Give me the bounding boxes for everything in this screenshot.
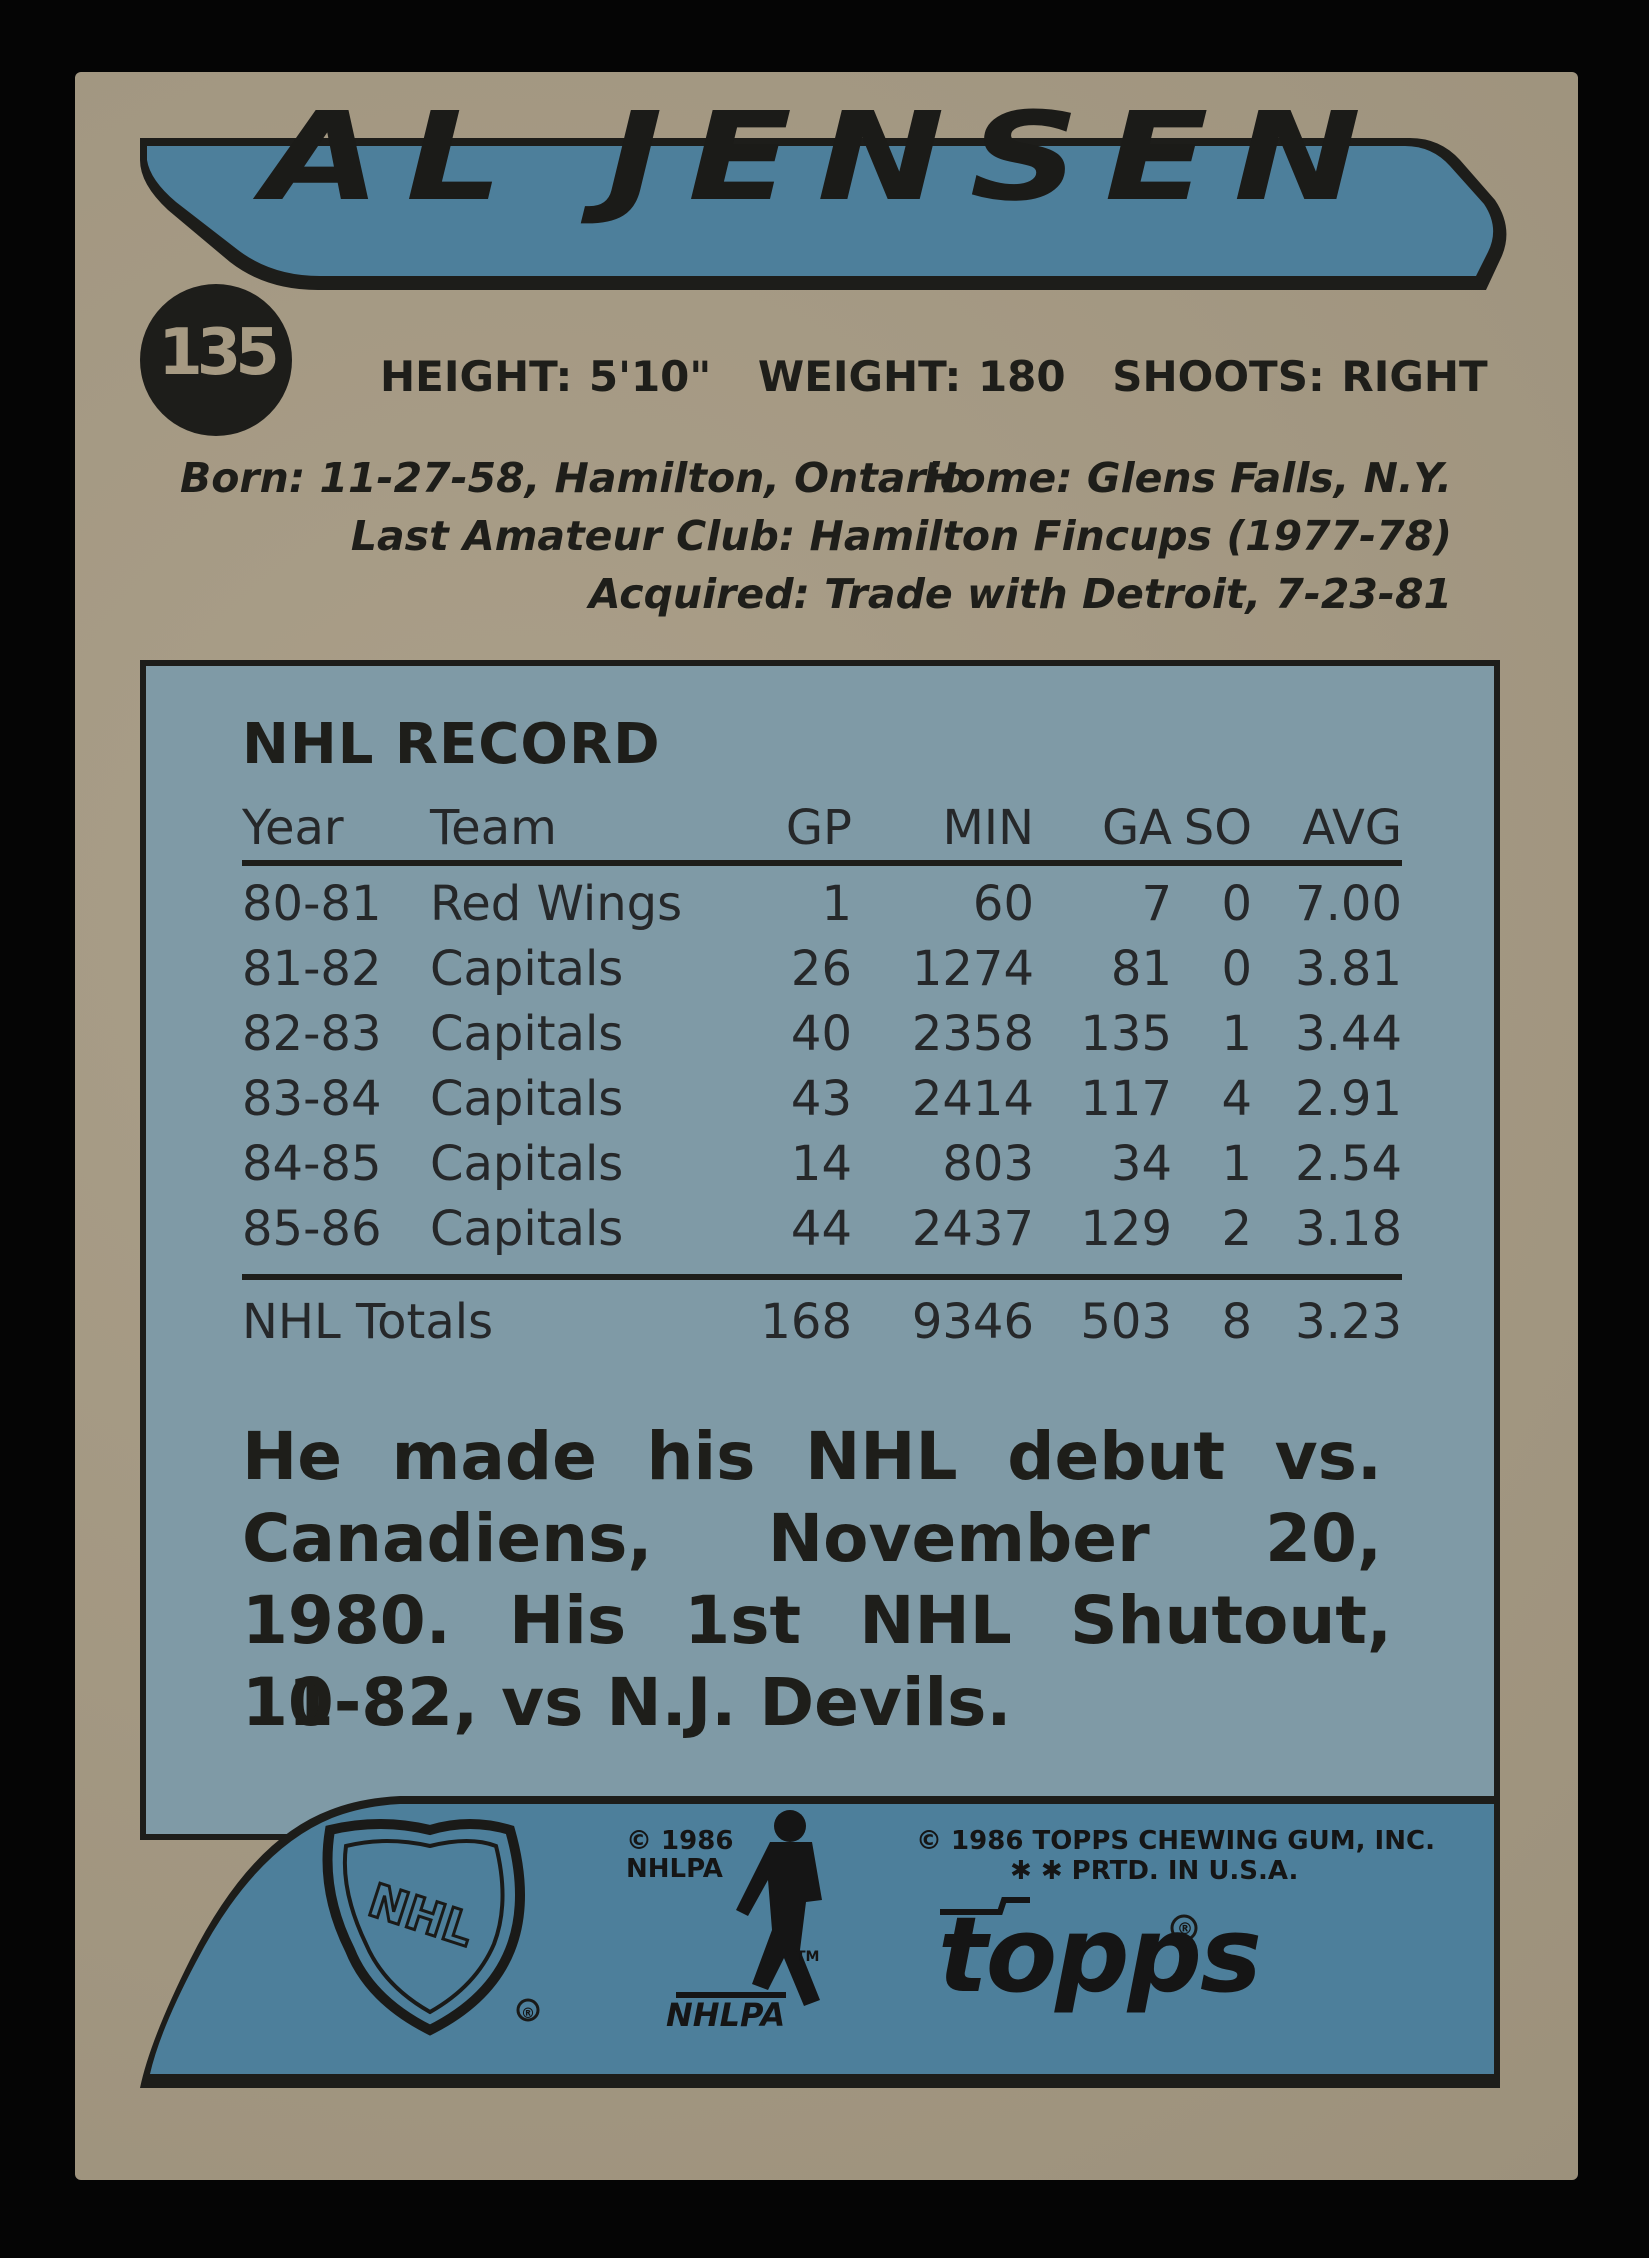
blurb-line: He made his NHL debut vs.: [242, 1418, 1382, 1495]
nhl-registered-mark: ®: [521, 2006, 535, 2022]
nhl-shield-icon: [322, 1819, 525, 2036]
weight-label: WEIGHT: 180: [757, 352, 1066, 401]
player-name: AL JENSEN: [262, 86, 1387, 228]
topps-copyright: © 1986 TOPPS CHEWING GUM, INC.: [916, 1826, 1435, 1856]
born-line: Born: 11-27-58, Hamilton, Ontario: [180, 454, 968, 502]
footer-banner: [140, 1796, 1500, 2088]
totals-rule: [242, 1274, 1402, 1280]
home-line: Home: Glens Falls, N.Y.: [923, 454, 1452, 502]
card-number-badge: [140, 284, 292, 436]
blurb-line: Canadiens, November 20,: [242, 1500, 1382, 1577]
nhlpa-wordmark: NHLPA: [666, 1996, 786, 2034]
card-number: 135: [158, 316, 280, 390]
height-label: HEIGHT: 5'10": [380, 352, 712, 401]
record-title: NHL RECORD: [242, 712, 661, 777]
blurb-line: 1980. His 1st NHL Shutout, 11-: [242, 1582, 1392, 1741]
player-vitals: HEIGHT: 5'10" WEIGHT: 180 SHOOTS: RIGHT: [380, 352, 1488, 401]
last-amateur-club: Last Amateur Club: Hamilton Fincups (197…: [350, 512, 1452, 560]
header-rule: [242, 860, 1402, 866]
blurb-line: 10-82, vs N.J. Devils.: [242, 1664, 1012, 1741]
printed-in-usa: ✱ ✱ PRTD. IN U.S.A.: [1010, 1856, 1299, 1886]
acquired-line: Acquired: Trade with Detroit, 7-23-81: [588, 570, 1452, 618]
nhlpa-trademark: TM: [796, 1949, 820, 1965]
topps-registered-mark: ®: [1177, 1919, 1193, 1938]
name-banner: [140, 138, 1507, 290]
topps-logo: topps: [938, 1894, 1262, 2016]
nhlpa-copyright-org: NHLPA: [626, 1854, 723, 1884]
shoots-label: SHOOTS: RIGHT: [1112, 352, 1488, 401]
nhlpa-player-icon: [676, 1810, 822, 2006]
nhlpa-copyright-year: © 1986: [626, 1826, 734, 1856]
topps-logo-icon: [940, 1897, 1030, 1915]
